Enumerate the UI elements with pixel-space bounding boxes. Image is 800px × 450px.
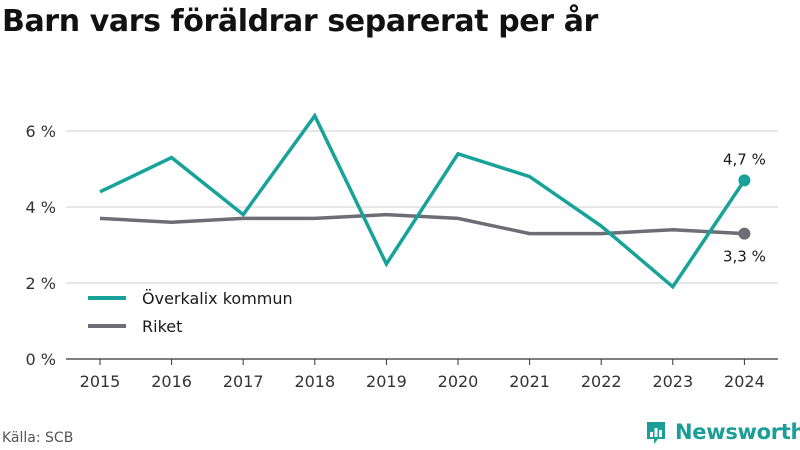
x-tick-label: 2019: [366, 372, 407, 391]
legend-label: Riket: [142, 317, 182, 336]
brand-logo: Newsworthy: [645, 419, 800, 445]
legend: Överkalix kommun Riket: [88, 289, 293, 336]
y-tick-label: 6 %: [26, 122, 56, 141]
y-tick-label: 4 %: [26, 198, 56, 217]
y-axis-tick-labels: 0 % 2 % 4 % 6 %: [26, 122, 56, 369]
x-tick-label: 2024: [724, 372, 765, 391]
y-tick-label: 0 %: [26, 350, 56, 369]
source-note: Källa: SCB: [2, 430, 74, 446]
x-tick-label: 2021: [509, 372, 550, 391]
series-line-riket: [99, 212, 745, 236]
series-lines: 3,3 % 4,7 %: [99, 112, 766, 290]
x-tick-label: 2023: [652, 372, 693, 391]
x-tick-label: 2016: [151, 372, 192, 391]
x-axis: 2015 2016 2017 2018 2019 2020 2021 2022 2023 2024: [66, 358, 778, 391]
newsworthy-logo-icon: [647, 422, 665, 444]
x-tick-label: 2017: [223, 372, 264, 391]
y-tick-label: 2 %: [26, 274, 56, 293]
x-tick-label: 2022: [581, 372, 622, 391]
series-end-label: 4,7 %: [723, 150, 766, 168]
brand-name: Newsworthy: [675, 420, 800, 444]
x-tick-label: 2015: [80, 372, 121, 391]
x-tick-label: 2020: [438, 372, 479, 391]
series-end-marker: [738, 227, 751, 240]
series-line-överkalix-kommun: [99, 112, 746, 290]
legend-label: Överkalix kommun: [142, 289, 293, 308]
series-end-label: 3,3 %: [723, 248, 766, 266]
series-end-marker: [738, 174, 751, 187]
x-tick-label: 2018: [294, 372, 335, 391]
chart-title: Barn vars föräldrar separerat per år: [2, 4, 598, 39]
